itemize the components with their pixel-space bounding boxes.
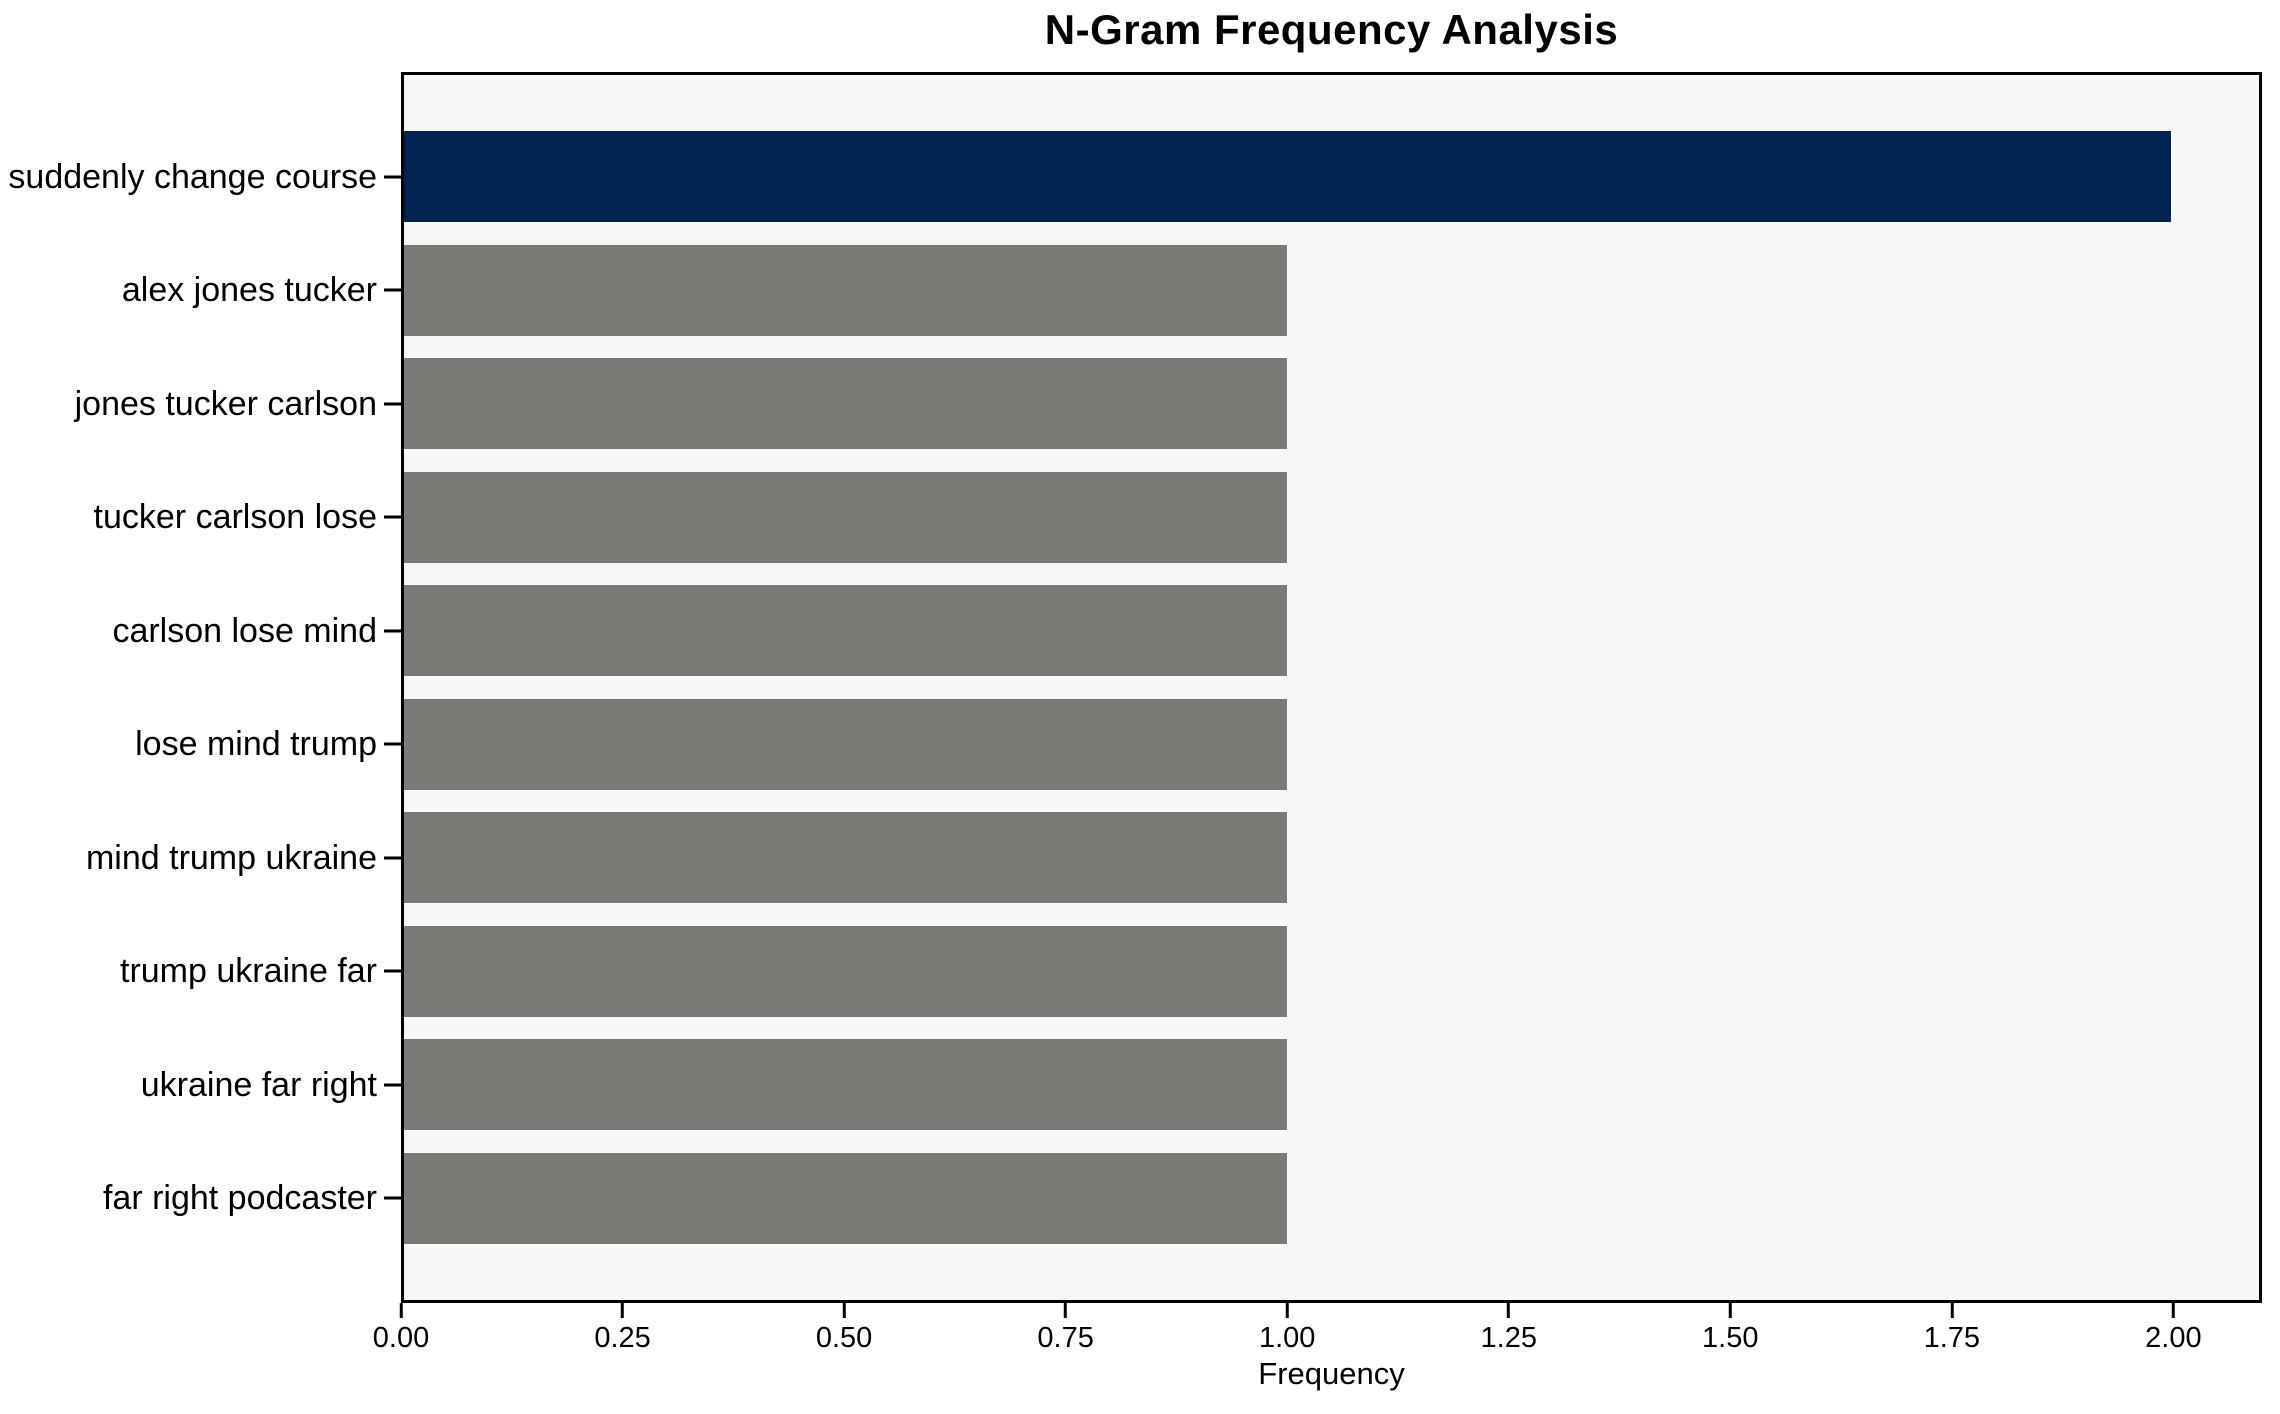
bar-row: mind trump ukraine xyxy=(86,801,2259,915)
y-axis-label: mind trump ukraine xyxy=(85,838,377,877)
y-tick-mark xyxy=(384,1196,401,1200)
y-axis-label: alex jones tucker xyxy=(121,271,377,310)
x-tick-label: 0.75 xyxy=(1037,1322,1094,1354)
frequency-bar xyxy=(404,471,1288,563)
y-tick-mark xyxy=(384,969,401,973)
y-axis-label: lose mind trump xyxy=(135,725,377,764)
x-tick-label: 0.25 xyxy=(594,1322,651,1354)
x-tick-label: 1.00 xyxy=(1258,1322,1316,1354)
y-tick-mark xyxy=(384,1083,401,1087)
y-tick-mark xyxy=(384,515,401,519)
bar-row: trump ukraine far xyxy=(120,915,2259,1029)
x-tick: 1.75 xyxy=(1924,1303,1980,1353)
x-tick: 1.50 xyxy=(1702,1303,1759,1354)
y-axis-label: carlson lose mind xyxy=(112,611,377,650)
x-tick-label: 1.50 xyxy=(1702,1322,1759,1354)
x-tick: 0.50 xyxy=(816,1303,872,1353)
frequency-bar xyxy=(404,358,1288,450)
bar-row: carlson lose mind xyxy=(112,574,2259,688)
y-tick-mark xyxy=(384,402,401,406)
y-axis-label: far right podcaster xyxy=(102,1179,377,1218)
y-axis-label: trump ukraine far xyxy=(120,952,377,991)
x-tick-label: 2.00 xyxy=(2145,1322,2202,1354)
x-tick: 0.25 xyxy=(594,1303,651,1354)
bar-row: ukraine far right xyxy=(141,1028,2259,1142)
bar-row: far right podcaster xyxy=(103,1142,2259,1256)
y-axis-label: suddenly change course xyxy=(8,157,377,196)
x-tick-label: 0.00 xyxy=(372,1322,430,1354)
x-tick-mark xyxy=(1285,1303,1289,1318)
x-tick-label: 0.50 xyxy=(815,1322,873,1354)
x-tick: 0.75 xyxy=(1037,1303,1094,1354)
frequency-bar xyxy=(404,698,1288,790)
x-axis-title: Frequency xyxy=(1258,1356,1405,1391)
bar-row: alex jones tucker xyxy=(122,234,2259,348)
x-tick-mark xyxy=(399,1303,403,1318)
x-tick: 1.25 xyxy=(1481,1303,1537,1353)
x-tick-mark xyxy=(1064,1303,1068,1318)
x-tick-mark xyxy=(1950,1303,1954,1318)
y-tick-mark xyxy=(384,288,401,292)
frequency-bar xyxy=(404,585,1288,677)
x-tick-label: 1.75 xyxy=(1923,1322,1981,1354)
bar-row: lose mind trump xyxy=(135,688,2259,802)
y-axis-label: ukraine far right xyxy=(140,1065,377,1104)
x-tick: 2.00 xyxy=(2145,1303,2202,1354)
bar-row: suddenly change course xyxy=(8,120,2259,234)
plot-area: suddenly change course alex jones tucker… xyxy=(8,72,2262,1303)
y-tick-mark xyxy=(384,175,401,179)
frequency-bar xyxy=(404,812,1288,904)
x-tick-mark xyxy=(2171,1303,2175,1318)
frequency-bar xyxy=(404,244,1288,336)
frequency-bar xyxy=(404,1152,1288,1244)
bars-container: suddenly change course alex jones tucker… xyxy=(8,75,2259,1300)
x-tick: 1.00 xyxy=(1259,1303,1315,1353)
x-tick-label: 1.25 xyxy=(1480,1322,1537,1354)
frequency-bar xyxy=(404,131,2171,223)
chart-title: N-Gram Frequency Analysis xyxy=(1044,6,1619,53)
y-tick-mark xyxy=(384,856,401,860)
bar-row: jones tucker carlson xyxy=(75,347,2259,461)
x-tick-mark xyxy=(1507,1303,1511,1318)
frequency-bar xyxy=(404,925,1288,1017)
y-tick-mark xyxy=(384,629,401,633)
x-tick-mark xyxy=(1728,1303,1732,1318)
y-axis-label: jones tucker carlson xyxy=(74,384,377,423)
x-tick-mark xyxy=(842,1303,846,1318)
y-tick-mark xyxy=(384,742,401,746)
y-axis-label: tucker carlson lose xyxy=(93,498,377,537)
x-tick: 0.00 xyxy=(373,1303,429,1353)
frequency-bar xyxy=(404,1039,1288,1131)
bar-row: tucker carlson lose xyxy=(94,461,2259,575)
x-tick-mark xyxy=(621,1303,625,1318)
